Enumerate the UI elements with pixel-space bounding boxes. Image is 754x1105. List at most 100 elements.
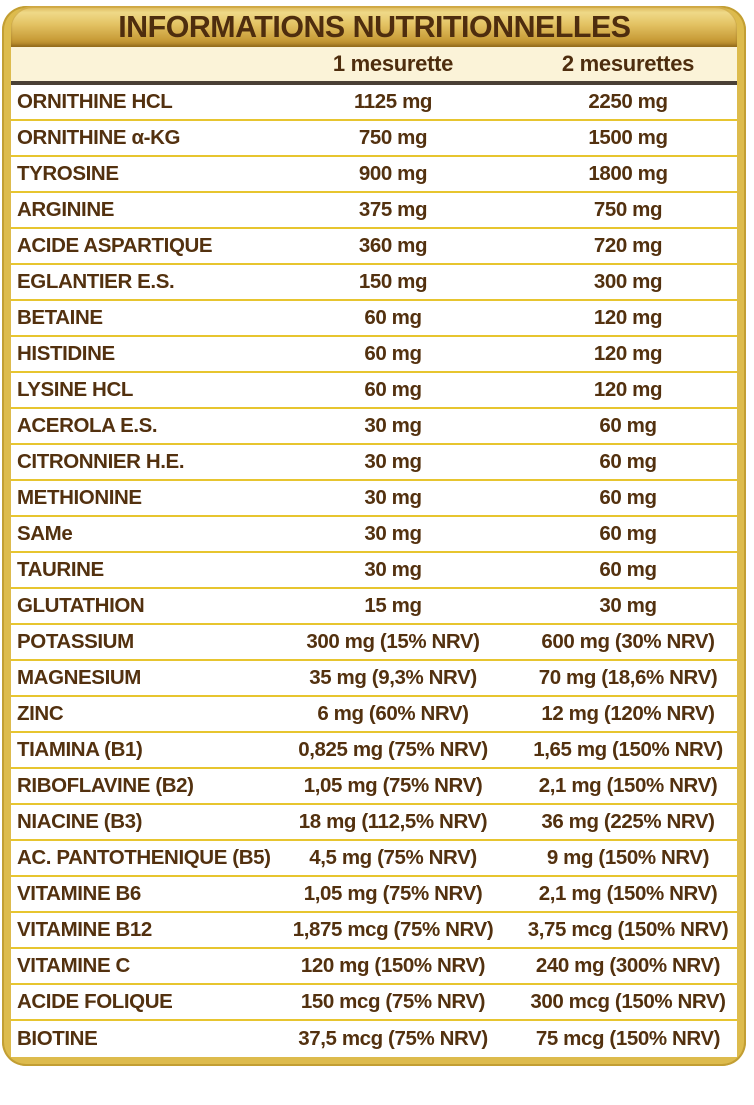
table-row: MAGNESIUM 35 mg (9,3% NRV) 70 mg (18,6% … bbox=[11, 661, 737, 697]
column-header-row: 1 mesurette 2 mesurettes bbox=[11, 47, 737, 81]
value-1-mesurette: 0,825 mg (75% NRV) bbox=[298, 738, 488, 761]
nutrient-name: ACIDE FOLIQUE bbox=[17, 990, 173, 1013]
value-2-mesurettes: 750 mg bbox=[593, 198, 663, 221]
value-2-mesurettes: 1500 mg bbox=[588, 126, 668, 149]
value-1-mesurette: 37,5 mcg (75% NRV) bbox=[298, 1027, 488, 1050]
value-2-mesurettes: 60 mg bbox=[599, 414, 657, 437]
value-2-mesurettes: 75 mcg (150% NRV) bbox=[535, 1027, 721, 1050]
value-1-mesurette: 4,5 mg (75% NRV) bbox=[309, 846, 477, 869]
value-2-mesurettes: 70 mg (18,6% NRV) bbox=[538, 666, 718, 689]
value-2-mesurettes: 2,1 mg (150% NRV) bbox=[538, 774, 718, 797]
value-1-mesurette: 30 mg bbox=[364, 558, 422, 581]
nutrient-name: ZINC bbox=[17, 702, 64, 725]
value-1-mesurette: 60 mg bbox=[364, 378, 422, 401]
value-1-mesurette: 1,875 mcg (75% NRV) bbox=[292, 918, 494, 941]
nutrient-name: ORNITHINE α-KG bbox=[17, 126, 181, 149]
value-2-mesurettes: 720 mg bbox=[593, 234, 663, 257]
nutrient-name: TIAMINA (B1) bbox=[17, 738, 143, 761]
value-1-mesurette: 30 mg bbox=[364, 486, 422, 509]
table-row: VITAMINE B6 1,05 mg (75% NRV) 2,1 mg (15… bbox=[11, 877, 737, 913]
value-1-mesurette: 30 mg bbox=[364, 414, 422, 437]
value-1-mesurette: 300 mg (15% NRV) bbox=[306, 630, 480, 653]
table-row: RIBOFLAVINE (B2) 1,05 mg (75% NRV) 2,1 m… bbox=[11, 769, 737, 805]
value-1-mesurette: 1,05 mg (75% NRV) bbox=[303, 774, 483, 797]
table-row: ORNITHINE HCL 1125 mg 2250 mg bbox=[11, 85, 737, 121]
nutrition-facts-card: INFORMATIONS NUTRITIONNELLES 1 mesurette… bbox=[2, 6, 746, 1066]
header-divider bbox=[11, 81, 737, 85]
value-1-mesurette: 360 mg bbox=[358, 234, 428, 257]
nutrient-name: METHIONINE bbox=[17, 486, 142, 509]
value-2-mesurettes: 60 mg bbox=[599, 486, 657, 509]
table-row: ACIDE FOLIQUE 150 mcg (75% NRV) 300 mcg … bbox=[11, 985, 737, 1021]
column-header-1-mesurette: 1 mesurette bbox=[332, 51, 454, 76]
value-1-mesurette: 1,05 mg (75% NRV) bbox=[303, 882, 483, 905]
nutrient-name: BIOTINE bbox=[17, 1027, 98, 1050]
table-row: BETAINE 60 mg 120 mg bbox=[11, 301, 737, 337]
nutrient-name: ACIDE ASPARTIQUE bbox=[17, 234, 213, 257]
value-2-mesurettes: 1,65 mg (150% NRV) bbox=[533, 738, 723, 761]
table-row: SAMe 30 mg 60 mg bbox=[11, 517, 737, 553]
value-1-mesurette: 6 mg (60% NRV) bbox=[317, 702, 469, 725]
table-row: TIAMINA (B1) 0,825 mg (75% NRV) 1,65 mg … bbox=[11, 733, 737, 769]
table-row: ACIDE ASPARTIQUE 360 mg 720 mg bbox=[11, 229, 737, 265]
nutrient-name: TYROSINE bbox=[17, 162, 119, 185]
table-row: LYSINE HCL 60 mg 120 mg bbox=[11, 373, 737, 409]
nutrient-name: LYSINE HCL bbox=[17, 378, 133, 401]
nutrient-name: AC. PANTOTHENIQUE (B5) bbox=[17, 846, 271, 869]
value-1-mesurette: 30 mg bbox=[364, 450, 422, 473]
value-2-mesurettes: 60 mg bbox=[599, 522, 657, 545]
nutrient-name: BETAINE bbox=[17, 306, 103, 329]
nutrition-table-body: ORNITHINE HCL 1125 mg 2250 mg ORNITHINE … bbox=[11, 85, 737, 1057]
value-1-mesurette: 375 mg bbox=[358, 198, 428, 221]
table-row: METHIONINE 30 mg 60 mg bbox=[11, 481, 737, 517]
nutrient-name: RIBOFLAVINE (B2) bbox=[17, 774, 194, 797]
table-row: EGLANTIER E.S. 150 mg 300 mg bbox=[11, 265, 737, 301]
title-bar: INFORMATIONS NUTRITIONNELLES bbox=[11, 6, 737, 47]
page-title: INFORMATIONS NUTRITIONNELLES bbox=[117, 8, 631, 44]
nutrient-name: NIACINE (B3) bbox=[17, 810, 143, 833]
value-1-mesurette: 1125 mg bbox=[353, 90, 433, 113]
value-1-mesurette: 150 mcg (75% NRV) bbox=[300, 990, 486, 1013]
nutrient-name: ARGININE bbox=[17, 198, 115, 221]
value-1-mesurette: 150 mg bbox=[358, 270, 428, 293]
value-1-mesurette: 35 mg (9,3% NRV) bbox=[309, 666, 477, 689]
value-2-mesurettes: 600 mg (30% NRV) bbox=[541, 630, 715, 653]
table-row: NIACINE (B3) 18 mg (112,5% NRV) 36 mg (2… bbox=[11, 805, 737, 841]
nutrient-name: MAGNESIUM bbox=[17, 666, 141, 689]
value-2-mesurettes: 1800 mg bbox=[588, 162, 668, 185]
table-row: HISTIDINE 60 mg 120 mg bbox=[11, 337, 737, 373]
value-2-mesurettes: 2250 mg bbox=[588, 90, 668, 113]
value-1-mesurette: 15 mg bbox=[364, 594, 422, 617]
value-2-mesurettes: 9 mg (150% NRV) bbox=[546, 846, 710, 869]
value-2-mesurettes: 60 mg bbox=[599, 450, 657, 473]
value-2-mesurettes: 120 mg bbox=[593, 378, 663, 401]
table-row: GLUTATHION 15 mg 30 mg bbox=[11, 589, 737, 625]
value-1-mesurette: 750 mg bbox=[358, 126, 428, 149]
value-2-mesurettes: 2,1 mg (150% NRV) bbox=[538, 882, 718, 905]
nutrient-name: TAURINE bbox=[17, 558, 104, 581]
table-row: AC. PANTOTHENIQUE (B5) 4,5 mg (75% NRV) … bbox=[11, 841, 737, 877]
table-row: ACEROLA E.S. 30 mg 60 mg bbox=[11, 409, 737, 445]
value-1-mesurette: 60 mg bbox=[364, 306, 422, 329]
value-1-mesurette: 900 mg bbox=[358, 162, 428, 185]
nutrient-name: SAMe bbox=[17, 522, 73, 545]
nutrient-name: GLUTATHION bbox=[17, 594, 145, 617]
nutrient-name: POTASSIUM bbox=[17, 630, 134, 653]
table-row: VITAMINE B12 1,875 mcg (75% NRV) 3,75 mc… bbox=[11, 913, 737, 949]
table-row: ZINC 6 mg (60% NRV) 12 mg (120% NRV) bbox=[11, 697, 737, 733]
value-2-mesurettes: 30 mg bbox=[599, 594, 657, 617]
value-1-mesurette: 120 mg (150% NRV) bbox=[300, 954, 486, 977]
nutrient-name: VITAMINE B12 bbox=[17, 918, 152, 941]
value-1-mesurette: 18 mg (112,5% NRV) bbox=[298, 810, 488, 833]
value-2-mesurettes: 120 mg bbox=[593, 342, 663, 365]
value-2-mesurettes: 60 mg bbox=[599, 558, 657, 581]
table-row: ARGININE 375 mg 750 mg bbox=[11, 193, 737, 229]
value-2-mesurettes: 3,75 mcg (150% NRV) bbox=[527, 918, 729, 941]
nutrient-name: ORNITHINE HCL bbox=[17, 90, 173, 113]
value-2-mesurettes: 300 mcg (150% NRV) bbox=[530, 990, 726, 1013]
table-row: TYROSINE 900 mg 1800 mg bbox=[11, 157, 737, 193]
value-2-mesurettes: 36 mg (225% NRV) bbox=[541, 810, 715, 833]
nutrient-name: CITRONNIER H.E. bbox=[17, 450, 185, 473]
nutrient-name: HISTIDINE bbox=[17, 342, 115, 365]
table-row: VITAMINE C 120 mg (150% NRV) 240 mg (300… bbox=[11, 949, 737, 985]
